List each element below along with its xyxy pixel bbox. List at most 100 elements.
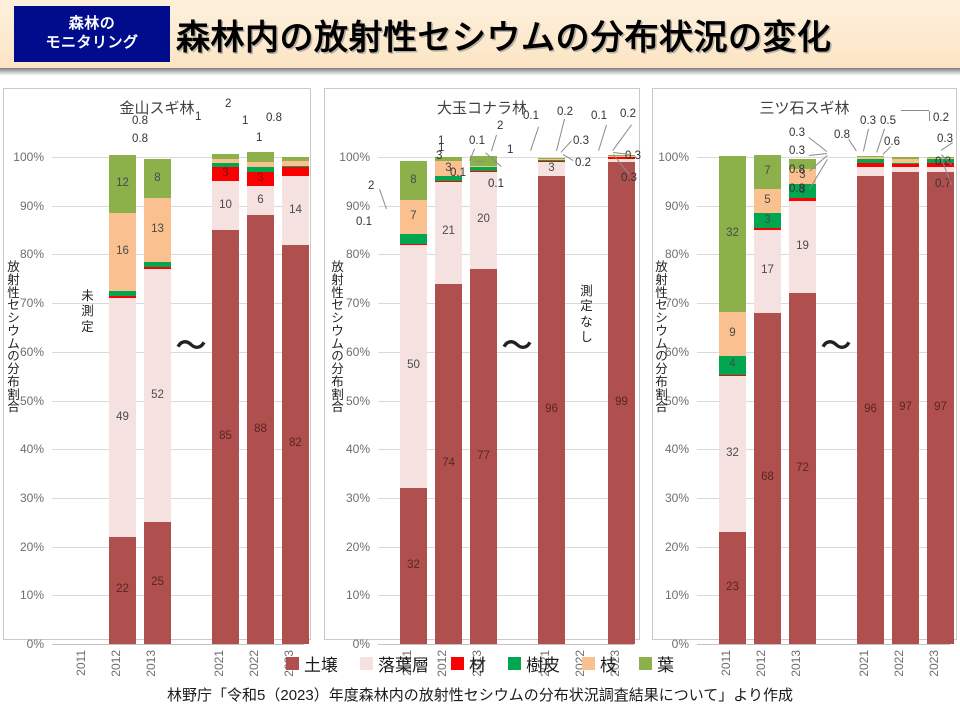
stacked-bar[interactable]	[282, 157, 309, 644]
stacked-bar[interactable]	[719, 156, 746, 644]
bar-segment[interactable]	[282, 244, 309, 644]
bar-segment[interactable]	[754, 213, 781, 229]
bar-segment[interactable]	[719, 375, 746, 377]
bar-segment[interactable]	[719, 531, 746, 644]
bar-segment[interactable]	[892, 162, 919, 165]
bar-segment[interactable]	[719, 355, 746, 376]
bar-segment[interactable]	[109, 290, 136, 296]
bar-segment[interactable]	[400, 488, 427, 644]
bar-segment[interactable]	[109, 298, 136, 537]
bar-segment[interactable]	[212, 162, 239, 167]
stacked-bar[interactable]	[109, 154, 136, 644]
bar-segment[interactable]	[754, 230, 781, 313]
bar-segment[interactable]	[857, 176, 884, 644]
bar-segment[interactable]	[789, 159, 816, 170]
bar-segment[interactable]	[608, 156, 635, 158]
stacked-bar[interactable]	[538, 157, 565, 644]
bar-segment[interactable]	[470, 171, 497, 173]
bar-segment[interactable]	[109, 536, 136, 644]
bar-segment[interactable]	[719, 311, 746, 356]
bar-segment[interactable]	[247, 152, 274, 162]
stacked-bar[interactable]	[754, 155, 781, 644]
bar-segment[interactable]	[719, 376, 746, 532]
bar-segment[interactable]	[435, 283, 462, 644]
stacked-bar[interactable]	[789, 157, 816, 644]
bar-segment[interactable]	[538, 157, 565, 160]
bar-segment[interactable]	[754, 312, 781, 644]
bar-segment[interactable]	[212, 154, 239, 159]
bar-segment[interactable]	[470, 165, 497, 167]
bar-segment[interactable]	[247, 186, 274, 216]
bar-segment[interactable]	[608, 154, 635, 156]
bar-segment[interactable]	[400, 161, 427, 201]
bar-segment[interactable]	[927, 166, 954, 172]
bar-segment[interactable]	[538, 161, 565, 177]
bar-segment[interactable]	[144, 159, 171, 199]
bar-segment[interactable]	[927, 157, 954, 160]
bar-segment[interactable]	[892, 158, 919, 163]
bar-segment[interactable]	[789, 293, 816, 644]
bar-segment[interactable]	[247, 161, 274, 167]
bar-segment[interactable]	[857, 157, 884, 159]
bar-segment[interactable]	[435, 175, 462, 181]
bar-segment[interactable]	[608, 155, 635, 157]
bar-segment[interactable]	[892, 171, 919, 644]
stacked-bar[interactable]	[400, 157, 427, 644]
bar-segment[interactable]	[400, 244, 427, 246]
bar-segment[interactable]	[789, 200, 816, 294]
bar-segment[interactable]	[212, 166, 239, 182]
bar-segment[interactable]	[435, 161, 462, 176]
bar-segment[interactable]	[892, 164, 919, 167]
bar-segment[interactable]	[109, 295, 136, 299]
bar-segment[interactable]	[789, 198, 816, 201]
bar-segment[interactable]	[400, 244, 427, 489]
bar-segment[interactable]	[538, 158, 565, 161]
bar-segment[interactable]	[857, 166, 884, 177]
bar-segment[interactable]	[754, 155, 781, 190]
bar-segment[interactable]	[109, 154, 136, 214]
bar-segment[interactable]	[470, 156, 497, 166]
bar-segment[interactable]	[435, 156, 462, 162]
bar-segment[interactable]	[400, 234, 427, 245]
bar-segment[interactable]	[857, 156, 884, 158]
bar-segment[interactable]	[282, 161, 309, 167]
bar-segment[interactable]	[282, 166, 309, 168]
bar-segment[interactable]	[470, 269, 497, 644]
bar-segment[interactable]	[857, 158, 884, 163]
bar-segment[interactable]	[927, 171, 954, 644]
stacked-bar[interactable]	[212, 154, 239, 644]
bar-segment[interactable]	[608, 157, 635, 159]
bar-segment[interactable]	[608, 158, 635, 162]
bar-segment[interactable]	[247, 215, 274, 644]
bar-segment[interactable]	[212, 181, 239, 231]
bar-segment[interactable]	[282, 176, 309, 245]
stacked-bar[interactable]	[470, 156, 497, 644]
stacked-bar[interactable]	[144, 157, 171, 644]
bar-segment[interactable]	[538, 160, 565, 163]
bar-segment[interactable]	[719, 156, 746, 312]
bar-segment[interactable]	[789, 169, 816, 184]
bar-segment[interactable]	[538, 176, 565, 644]
bar-segment[interactable]	[470, 166, 497, 172]
bar-segment[interactable]	[538, 159, 565, 161]
bar-segment[interactable]	[144, 266, 171, 269]
bar-segment[interactable]	[144, 522, 171, 644]
stacked-bar[interactable]	[247, 152, 274, 644]
bar-segment[interactable]	[892, 157, 919, 159]
bar-segment[interactable]	[927, 157, 954, 159]
bar-segment[interactable]	[144, 261, 171, 267]
bar-segment[interactable]	[857, 162, 884, 167]
bar-segment[interactable]	[927, 159, 954, 164]
stacked-bar[interactable]	[927, 157, 954, 644]
bar-segment[interactable]	[282, 166, 309, 177]
bar-segment[interactable]	[754, 189, 781, 214]
bar-segment[interactable]	[247, 166, 274, 172]
bar-segment[interactable]	[144, 198, 171, 262]
stacked-bar[interactable]	[435, 156, 462, 644]
bar-segment[interactable]	[435, 181, 462, 284]
stacked-bar[interactable]	[857, 156, 884, 644]
bar-segment[interactable]	[470, 171, 497, 269]
bar-segment[interactable]	[109, 213, 136, 291]
bar-segment[interactable]	[608, 161, 635, 644]
bar-segment[interactable]	[927, 163, 954, 167]
